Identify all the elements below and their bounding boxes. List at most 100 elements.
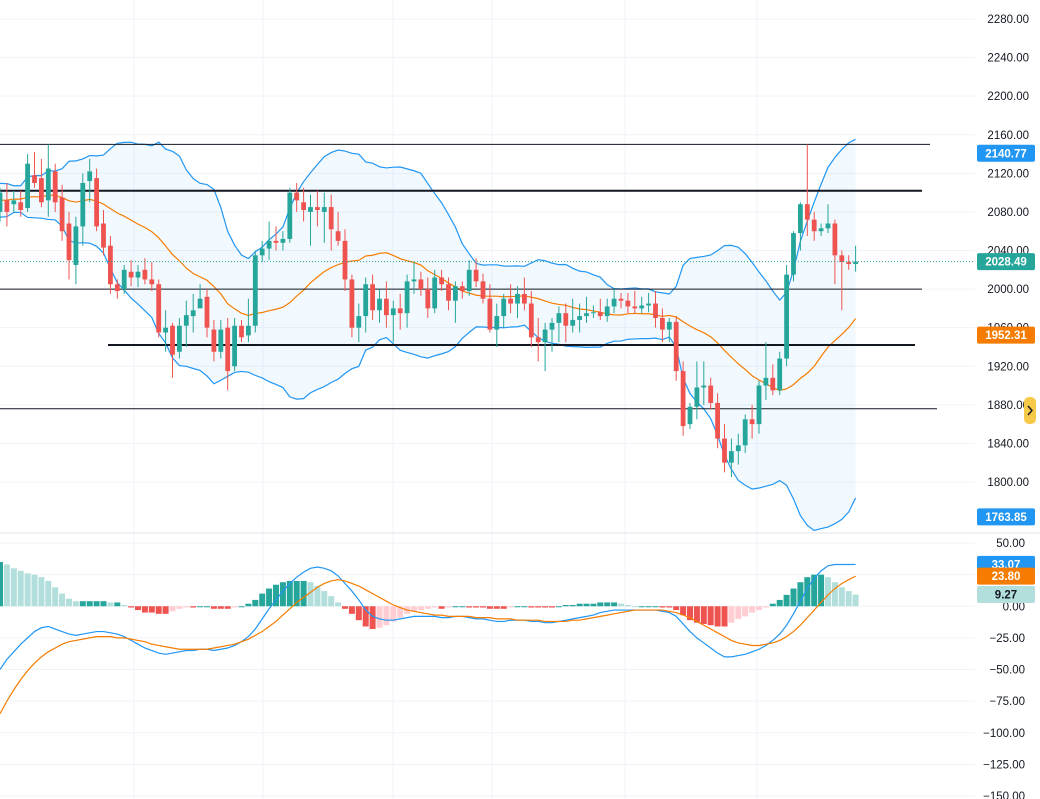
candle-body (232, 325, 237, 367)
candle (232, 318, 237, 372)
candle (384, 281, 389, 328)
candle-body (701, 385, 707, 388)
price-axis[interactable]: 2280.00 2240.00 2200.00 2160.00 2120.00 2080.… (983, 14, 1029, 799)
histogram-bar (707, 606, 714, 626)
candle (211, 319, 217, 362)
candle-body (45, 168, 51, 201)
candle-body (114, 284, 120, 292)
candle (591, 305, 596, 319)
candle (570, 298, 576, 333)
signal-badge: 23.80 (977, 567, 1035, 585)
candle (804, 144, 810, 237)
candle-body (252, 255, 258, 326)
chevron-right-icon (1027, 405, 1033, 416)
candle-body (784, 274, 789, 359)
candle (646, 292, 651, 313)
candle (418, 271, 424, 296)
candle (135, 264, 141, 288)
candle-body (0, 192, 3, 212)
candle-body (135, 271, 141, 278)
histogram-badge-background (977, 586, 1035, 604)
histogram-bar (825, 577, 831, 607)
price-tick-label: 2280.00 (987, 14, 1029, 26)
histogram-bar (52, 587, 59, 607)
price-tick-label: 2160.00 (987, 130, 1029, 142)
histogram-bar (776, 599, 783, 607)
candle-body (142, 269, 148, 280)
candle-body (694, 387, 700, 407)
candle (11, 190, 17, 212)
candle-body (356, 316, 362, 328)
histogram-bar (790, 588, 797, 607)
scroll-to-realtime-button[interactable] (1024, 397, 1036, 424)
histogram-bar (31, 574, 38, 607)
price-badges: 2140.772028.491952.311763.8533.0723.809.… (977, 144, 1036, 604)
candle (101, 209, 106, 256)
candle (563, 303, 569, 343)
macd-tick-label: −150.00 (983, 791, 1025, 799)
histogram-bar (59, 593, 66, 607)
candle-body (94, 178, 99, 227)
scroll-tab-background (1024, 397, 1036, 424)
candle (149, 262, 155, 292)
candle-body (273, 240, 279, 243)
candle (611, 289, 617, 314)
histogram-bar (176, 606, 183, 609)
candle (439, 269, 444, 292)
candle-body (466, 269, 472, 292)
candle (715, 393, 720, 449)
histogram-bar (728, 606, 735, 623)
candle (597, 298, 603, 320)
candle (25, 154, 30, 212)
candle-body (549, 322, 555, 330)
histogram-bar (735, 606, 742, 619)
candle (735, 433, 741, 465)
candle (832, 219, 838, 285)
candle (777, 351, 783, 396)
histogram-bar (831, 582, 838, 607)
candle-body (804, 204, 810, 220)
candle-body (646, 303, 651, 306)
candle-body (177, 325, 182, 352)
histogram-bar (376, 606, 383, 628)
histogram-bar (148, 606, 155, 613)
candle-body (294, 192, 300, 201)
candle (742, 414, 748, 454)
candle-body (501, 298, 507, 317)
histogram-bar (714, 606, 721, 627)
histogram-bar (535, 606, 542, 608)
lower-band-badge-background (977, 508, 1035, 526)
candlesticks (0, 144, 858, 478)
candle (59, 184, 65, 241)
macd-tick-label: −25.00 (990, 633, 1026, 645)
lower-band-badge: 1763.85 (977, 508, 1035, 526)
histogram-bar (597, 602, 604, 607)
candle (190, 293, 196, 333)
candle-body (618, 298, 624, 301)
candle (625, 292, 631, 314)
histogram-bar (266, 588, 273, 607)
histogram-bar (749, 606, 756, 613)
histogram-bar (438, 606, 445, 609)
candle-body (770, 377, 776, 391)
candle-body (515, 293, 520, 304)
macd-lines (0, 563, 856, 715)
histogram-bar (417, 606, 424, 611)
histogram-bar (645, 606, 652, 608)
histogram-bar (72, 601, 79, 607)
histogram-bar (666, 606, 673, 608)
candle (73, 216, 79, 285)
histogram-bar (245, 603, 252, 607)
candle (577, 303, 582, 333)
candle-body (563, 313, 569, 326)
candle (183, 300, 189, 347)
candle-body (811, 219, 817, 232)
basis-badge-background (977, 326, 1035, 344)
candle (342, 229, 348, 292)
lower-band-badge-label: 1763.85 (985, 512, 1027, 524)
candle-body (425, 289, 431, 309)
histogram-bar (238, 606, 245, 608)
histogram-bar (452, 606, 459, 608)
candle-body (625, 300, 631, 307)
